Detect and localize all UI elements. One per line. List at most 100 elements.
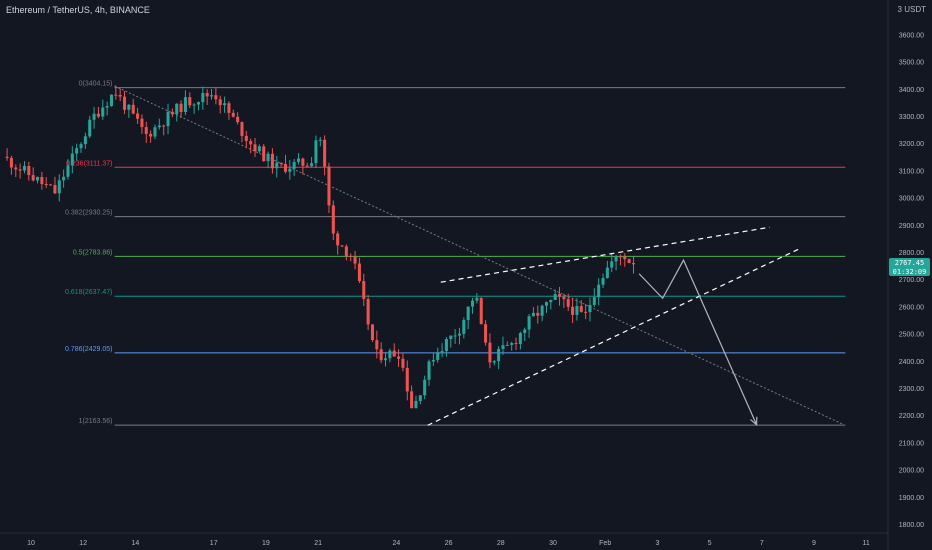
candle-down [536, 312, 540, 316]
candle-down [236, 116, 240, 123]
candle-up [166, 111, 170, 127]
candle-down [331, 205, 335, 234]
candle-down [558, 294, 562, 297]
time-tick-label: 26 [445, 540, 453, 547]
candle-down [140, 118, 144, 128]
wedge-upper-line[interactable] [440, 226, 770, 283]
candle-up [418, 395, 422, 402]
price-tick-label: 3100.00 [899, 168, 924, 175]
candle-down [114, 94, 118, 96]
candle-down [340, 245, 344, 247]
currency-label[interactable]: 3 USDT [897, 5, 926, 14]
candle-up [449, 335, 453, 340]
candle-up [505, 344, 509, 346]
projection-path[interactable] [638, 258, 758, 425]
candle-up [497, 348, 501, 362]
candle-up [88, 119, 92, 137]
candle-down [5, 156, 9, 158]
time-tick-label: 3 [655, 540, 659, 547]
time-tick-label: 12 [79, 540, 87, 547]
price-tick-label: 2300.00 [899, 386, 924, 393]
candle-up [475, 297, 479, 301]
price-tick-label: 2200.00 [899, 413, 924, 420]
candle-up [153, 127, 157, 137]
candle-down [366, 299, 370, 325]
candle-down [249, 140, 253, 145]
candle-up [201, 93, 205, 103]
candle-down [244, 135, 248, 141]
candle-up [105, 106, 109, 108]
candle-down [579, 306, 583, 312]
price-tick-label: 2400.00 [899, 359, 924, 366]
price-tick-label: 3300.00 [899, 114, 924, 121]
price-tick-label: 2700.00 [899, 277, 924, 284]
candle-up [318, 139, 322, 141]
candle-up [196, 102, 200, 105]
price-axis[interactable]: 1800.00 1900.00 2000.00 2100.00 2200.00 2300.… [887, 0, 924, 550]
candle-up [297, 158, 301, 162]
descending-trendline[interactable] [114, 85, 843, 425]
candle-up [453, 335, 457, 337]
candle-down [231, 112, 235, 117]
candle-down [31, 175, 35, 181]
candle-up [531, 312, 535, 317]
candle-up [492, 361, 496, 363]
candle-down [571, 306, 575, 315]
candle-down [410, 391, 414, 409]
candle-up [527, 316, 531, 330]
time-tick-label: 21 [314, 540, 322, 547]
rising-wedge-pattern[interactable] [427, 226, 799, 426]
price-tick-label: 3000.00 [899, 196, 924, 203]
candle-up [427, 361, 431, 380]
candle-up [457, 333, 461, 336]
candle-down [40, 176, 44, 185]
candle-up [384, 358, 388, 361]
candle-down [270, 153, 274, 169]
candle-up [518, 332, 522, 344]
candle-down [353, 256, 357, 264]
price-tick-label: 2900.00 [899, 223, 924, 230]
candle-up [466, 306, 470, 320]
candle-down [479, 297, 483, 325]
candlestick-series [5, 85, 635, 409]
fibonacci-retracement[interactable]: 0(3404.15) 0.236(3111.37) 0.382(2930.25) 0.… [65, 81, 846, 426]
candle-down [336, 233, 340, 246]
bar-countdown: 01:32:09 [892, 267, 927, 276]
candle-up [614, 256, 618, 262]
candle-down [227, 103, 231, 113]
candle-up [57, 180, 61, 194]
time-axis[interactable]: 10 12 14 17 19 21 24 26 28 30 Feb 3 5 7 9 11 [0, 532, 888, 547]
candle-up [210, 95, 214, 97]
candle-up [127, 104, 131, 110]
descending-trendline-layer[interactable] [114, 85, 843, 425]
candle-down [623, 256, 627, 260]
candle-up [601, 278, 605, 285]
candle-up [175, 103, 179, 115]
candle-up [157, 125, 161, 128]
candle-down [188, 97, 192, 106]
fib-label-0-5: 0.5(2783.86) [73, 249, 113, 256]
time-tick-label: 28 [497, 540, 505, 547]
candle-up [288, 168, 292, 172]
candle-down [162, 125, 166, 127]
candle-up [79, 144, 83, 149]
time-tick-label: 30 [549, 540, 557, 547]
candle-up [440, 351, 444, 353]
candle-up [101, 107, 105, 117]
price-tick-label: 3500.00 [899, 60, 924, 67]
price-tick-label: 3600.00 [899, 32, 924, 39]
candle-down [584, 311, 588, 313]
candle-down [566, 299, 570, 307]
candle-down [323, 139, 327, 167]
price-tick-label: 1900.00 [899, 495, 924, 502]
candle-down [301, 158, 305, 166]
candle-up [183, 97, 187, 113]
candle-down [240, 122, 244, 136]
candle-down [44, 184, 48, 186]
price-tick-label: 3200.00 [899, 141, 924, 148]
candle-up [36, 176, 40, 181]
last-price-value: 2767.45 [894, 259, 925, 267]
candle-down [362, 281, 366, 300]
